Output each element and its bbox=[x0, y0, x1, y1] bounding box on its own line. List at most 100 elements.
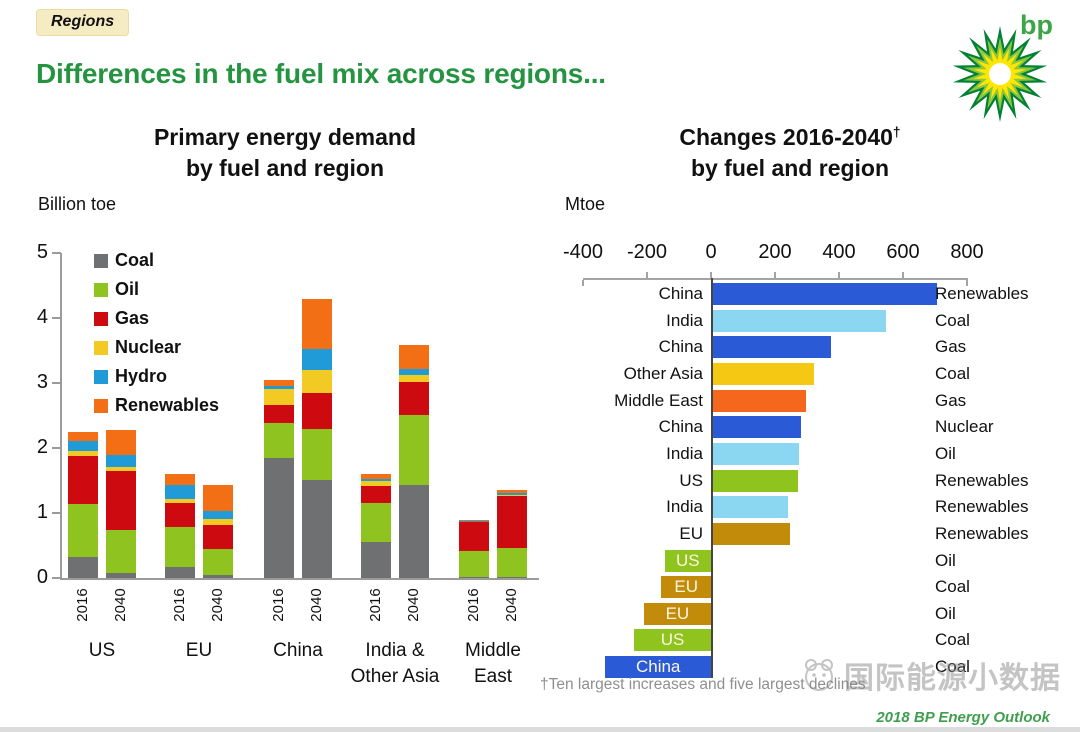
bar-segment-hydro bbox=[459, 521, 489, 523]
y-axis-tick bbox=[52, 382, 61, 384]
bar-segment-coal bbox=[497, 577, 527, 578]
bp-helios-logo-icon bbox=[952, 26, 1048, 122]
bar-segment-hydro bbox=[203, 510, 233, 520]
bar-segment-oil bbox=[497, 548, 527, 578]
right-chart-title-line2: by fuel and region bbox=[690, 155, 890, 182]
x-axis-year-label: 2016 bbox=[171, 588, 188, 622]
legend-item-coal: Coal bbox=[94, 250, 219, 271]
bar-segment-gas bbox=[165, 503, 195, 528]
bar-segment-gas bbox=[459, 522, 489, 552]
bar-segment-nuclear bbox=[165, 498, 195, 504]
region-label-line: US bbox=[88, 640, 116, 661]
bp-wordmark: bp bbox=[1020, 10, 1053, 40]
left-chart-title-line1: Primary energy demand bbox=[153, 124, 417, 150]
legend-item-renewables: Renewables bbox=[94, 395, 219, 416]
row-region-label: EU bbox=[679, 523, 703, 543]
row-fuel-label: Coal bbox=[935, 363, 970, 383]
bar-segment-hydro bbox=[361, 478, 391, 482]
region-label-line: EU bbox=[185, 640, 213, 661]
y-axis-tick bbox=[52, 447, 61, 449]
x-axis-tick-label: 800 bbox=[950, 241, 984, 263]
bar-segment-hydro bbox=[68, 440, 98, 452]
row-region-label-inside: China bbox=[635, 657, 681, 677]
row-region-label-inside: EU bbox=[665, 603, 690, 623]
row-region-label-inside: US bbox=[675, 550, 700, 570]
right-chart-rows: China Renewables India Coal China Gas Other As… bbox=[555, 281, 1080, 685]
x-axis-tick-label: 0 bbox=[705, 241, 717, 263]
bar-segment-hydro bbox=[302, 348, 332, 370]
right-chart-title: Changes 2016-2040† by fuel and region bbox=[600, 122, 980, 184]
x-axis-tick bbox=[774, 272, 776, 278]
row-region-label-inside: US bbox=[660, 630, 685, 650]
stacked-bar bbox=[264, 379, 294, 578]
bar-segment-oil bbox=[361, 503, 391, 542]
row-fuel-label: Coal bbox=[935, 657, 970, 677]
x-axis-year-label: 2016 bbox=[74, 588, 91, 622]
change-bar-china: China bbox=[605, 656, 711, 679]
change-bar-us: US bbox=[664, 549, 711, 572]
bar-segment-renewables bbox=[302, 298, 332, 349]
stacked-bar bbox=[459, 520, 489, 578]
right-chart-title-line1: Changes 2016-2040† bbox=[600, 122, 980, 153]
change-bar-china bbox=[713, 283, 937, 305]
x-axis-tick bbox=[838, 272, 840, 278]
bar-segment-hydro bbox=[497, 492, 527, 495]
row-fuel-label: Coal bbox=[935, 577, 970, 597]
bar-segment-gas bbox=[497, 496, 527, 549]
row-fuel-label: Coal bbox=[935, 310, 970, 330]
bar-segment-oil bbox=[203, 548, 233, 575]
x-axis-tick bbox=[582, 280, 584, 286]
x-axis-tick bbox=[710, 272, 712, 278]
change-bar-china bbox=[713, 416, 801, 439]
x-axis-year-label: 2040 bbox=[112, 588, 129, 622]
legend-item-gas: Gas bbox=[94, 308, 219, 329]
row-fuel-label: Nuclear bbox=[935, 417, 994, 437]
legend-label: Hydro bbox=[115, 366, 168, 386]
change-bar-us: US bbox=[634, 629, 711, 652]
change-bar-india bbox=[713, 442, 800, 465]
bar-segment-gas bbox=[361, 486, 391, 504]
bar-segment-gas bbox=[106, 471, 136, 530]
left-chart-legend: Coal Oil Gas Nuclear Hydro Renewables bbox=[94, 250, 219, 416]
legend-item-oil: Oil bbox=[94, 279, 219, 300]
credit-text: 2018 BP Energy Outlook bbox=[876, 709, 1050, 726]
stacked-bar bbox=[203, 484, 233, 578]
stacked-bar bbox=[497, 490, 527, 578]
bar-segment-oil bbox=[264, 422, 294, 459]
row-fuel-label: Renewables bbox=[935, 523, 1029, 543]
left-chart-unit-label: Billion toe bbox=[38, 194, 117, 214]
legend-label: Gas bbox=[115, 308, 150, 328]
bar-segment-hydro bbox=[264, 385, 294, 390]
bar-segment-gas bbox=[264, 405, 294, 423]
row-region-label: China bbox=[658, 337, 703, 357]
stacked-bar bbox=[68, 432, 98, 578]
x-axis-region-label: EU bbox=[134, 638, 264, 664]
x-axis-tick-label: 200 bbox=[758, 241, 792, 263]
stacked-bar bbox=[361, 473, 391, 578]
change-bar-us bbox=[713, 469, 798, 492]
stacked-bar bbox=[165, 473, 195, 578]
legend-label: Coal bbox=[115, 250, 155, 270]
legend-swatch-oil-icon bbox=[94, 282, 108, 297]
y-axis-tick bbox=[52, 512, 61, 514]
bar-segment-nuclear bbox=[361, 481, 391, 487]
x-axis-tick-label: -200 bbox=[626, 241, 668, 263]
legend-item-hydro: Hydro bbox=[94, 366, 219, 387]
change-bar-india bbox=[713, 309, 886, 332]
change-bar-other-asia bbox=[713, 362, 814, 385]
bar-segment-coal bbox=[264, 458, 294, 578]
bar-segment-hydro bbox=[106, 455, 136, 467]
x-axis-region-label: India & Other Asia bbox=[330, 638, 460, 690]
bar-segment-oil bbox=[68, 503, 98, 557]
bar-segment-renewables bbox=[165, 473, 195, 486]
y-axis-tick-label: 1 bbox=[36, 501, 48, 523]
bar-segment-nuclear bbox=[68, 451, 98, 456]
row-fuel-label: Oil bbox=[935, 603, 956, 623]
bar-segment-gas bbox=[302, 393, 332, 430]
bar-segment-nuclear bbox=[203, 519, 233, 525]
bar-segment-hydro bbox=[165, 485, 195, 499]
bar-segment-renewables bbox=[361, 473, 391, 479]
region-label-line: China bbox=[273, 640, 323, 661]
x-axis-year-label: 2040 bbox=[503, 588, 520, 622]
x-axis-region-label: US bbox=[37, 638, 167, 664]
